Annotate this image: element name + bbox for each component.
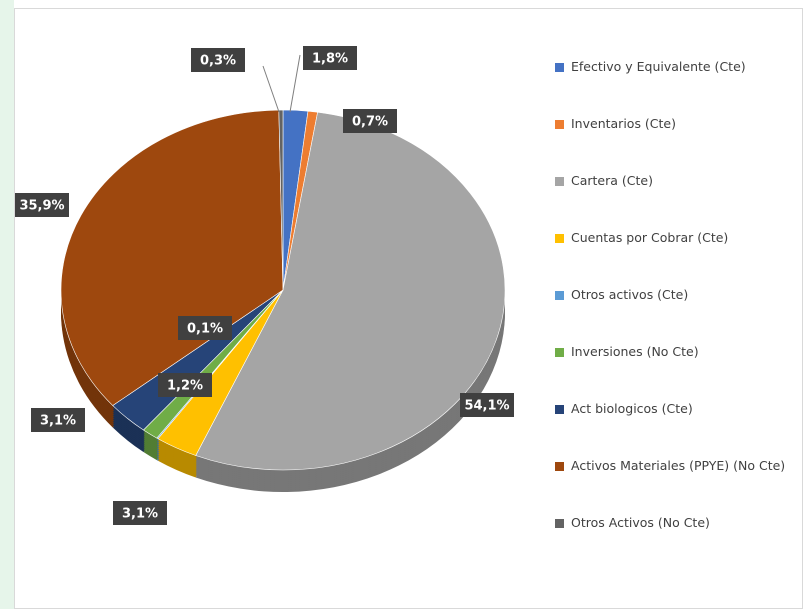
- legend-label: Efectivo y Equivalente (Cte): [571, 59, 746, 74]
- data-label: 1,2%: [167, 379, 203, 394]
- legend-swatch: [555, 462, 564, 471]
- legend-item: Otros Activos (No Cte): [555, 514, 795, 571]
- legend-swatch: [555, 348, 564, 357]
- legend-label: Inventarios (Cte): [571, 116, 676, 131]
- legend: Efectivo y Equivalente (Cte) Inventarios …: [555, 58, 795, 571]
- legend-label: Cartera (Cte): [571, 173, 653, 188]
- data-label: 0,7%: [352, 115, 388, 130]
- legend-item: Act biologicos (Cte): [555, 400, 795, 457]
- data-label: 54,1%: [464, 399, 509, 414]
- legend-swatch: [555, 519, 564, 528]
- data-label-box: [113, 501, 167, 525]
- legend-item: Inversiones (No Cte): [555, 343, 795, 400]
- data-label: 0,3%: [200, 54, 236, 69]
- legend-item: Cartera (Cte): [555, 172, 795, 229]
- legend-label: Activos Materiales (PPYE) (No Cte): [571, 458, 786, 473]
- data-label: 35,9%: [19, 199, 64, 214]
- data-label: 3,1%: [40, 414, 76, 429]
- leader-line: [289, 54, 301, 113]
- data-label-box: [158, 373, 212, 397]
- legend-swatch: [555, 234, 564, 243]
- legend-label: Inversiones (No Cte): [571, 344, 699, 359]
- legend-item: Activos Materiales (PPYE) (No Cte): [555, 457, 795, 514]
- data-label-box: [343, 109, 397, 133]
- pie: [60, 109, 506, 493]
- leader-line: [262, 65, 280, 113]
- data-label: 1,8%: [312, 52, 348, 67]
- legend-label: Otros activos (Cte): [571, 287, 689, 302]
- data-label-box: [303, 46, 357, 70]
- legend-swatch: [555, 405, 564, 414]
- slice: [195, 111, 506, 471]
- data-label-box: [178, 316, 232, 340]
- legend-item: Inventarios (Cte): [555, 115, 795, 172]
- legend-swatch: [555, 291, 564, 300]
- side-band: [0, 0, 14, 609]
- data-label-box: [15, 193, 69, 217]
- data-label-box: [191, 48, 245, 72]
- legend-swatch: [555, 120, 564, 129]
- data-label-box: [31, 408, 85, 432]
- legend-swatch: [555, 177, 564, 186]
- data-label-box: [460, 393, 514, 417]
- legend-item: Efectivo y Equivalente (Cte): [555, 58, 795, 115]
- slice: [60, 109, 284, 406]
- legend-swatch: [555, 63, 564, 72]
- data-label: 3,1%: [122, 507, 158, 522]
- legend-label: Act biologicos (Cte): [571, 401, 693, 416]
- data-label: 0,1%: [187, 322, 223, 337]
- legend-item: Otros activos (Cte): [555, 286, 795, 343]
- legend-label: Otros Activos (No Cte): [571, 515, 710, 530]
- legend-label: Cuentas por Cobrar (Cte): [571, 230, 729, 245]
- legend-item: Cuentas por Cobrar (Cte): [555, 229, 795, 286]
- data-labels: 1,8% 0,7% 54,1% 3,1% 0,1% 1,2% 3,1% 35,9% 0,3%: [15, 46, 514, 525]
